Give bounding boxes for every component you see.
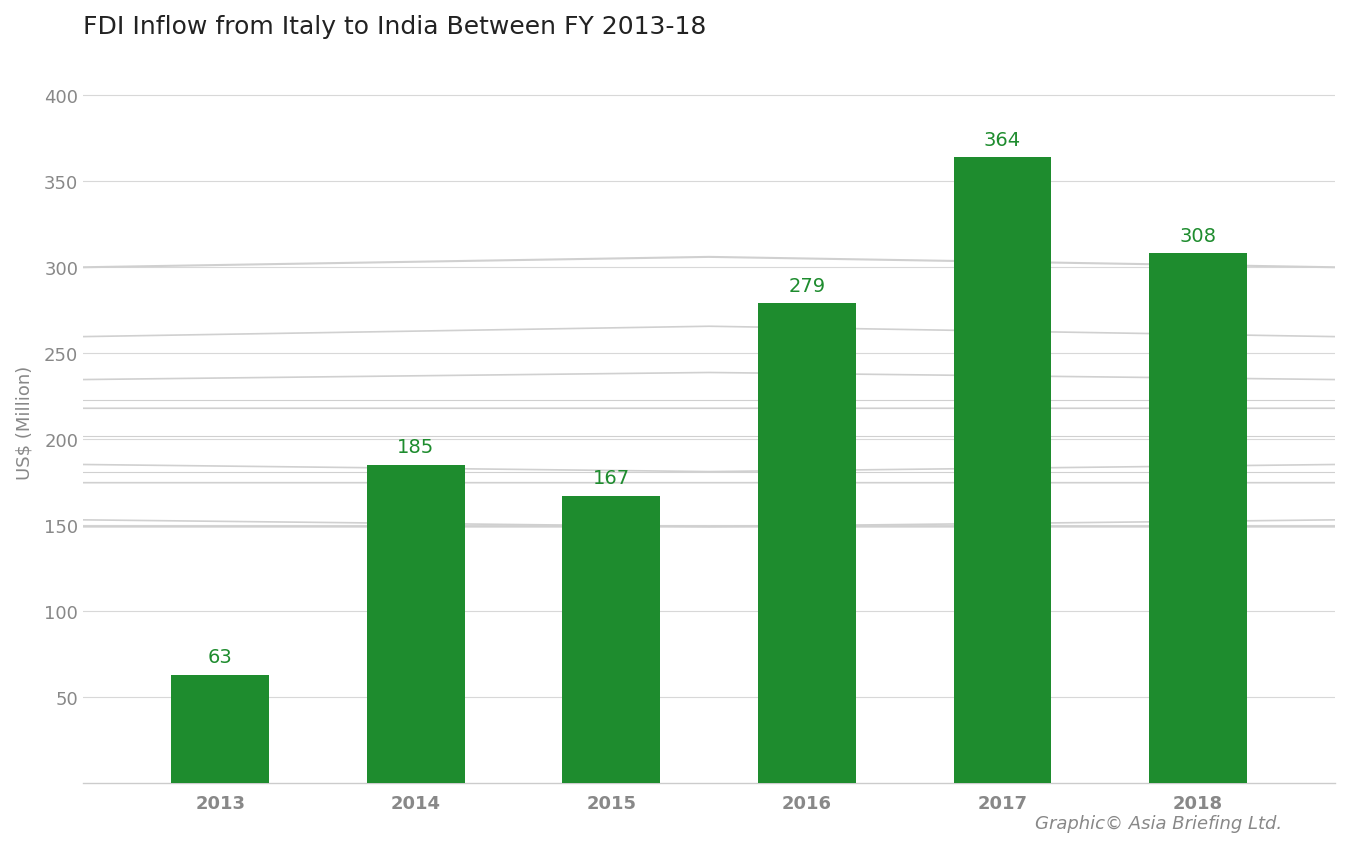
- Bar: [1149, 254, 1247, 783]
- Text: FDI Inflow from Italy to India Between FY 2013-18: FDI Inflow from Italy to India Between F…: [84, 15, 706, 39]
- Text: Graphic© Asia Briefing Ltd.: Graphic© Asia Briefing Ltd.: [1035, 814, 1282, 832]
- Text: 364: 364: [984, 131, 1021, 149]
- Bar: [757, 304, 856, 783]
- Bar: [563, 496, 660, 783]
- Bar: [953, 158, 1052, 783]
- Y-axis label: US$ (Million): US$ (Million): [15, 365, 32, 479]
- Text: 185: 185: [397, 438, 435, 457]
- Text: 167: 167: [593, 469, 630, 488]
- Bar: [367, 466, 464, 783]
- Bar: [171, 675, 269, 783]
- Text: 63: 63: [208, 647, 232, 666]
- Text: 279: 279: [788, 276, 825, 295]
- Text: 308: 308: [1180, 227, 1216, 246]
